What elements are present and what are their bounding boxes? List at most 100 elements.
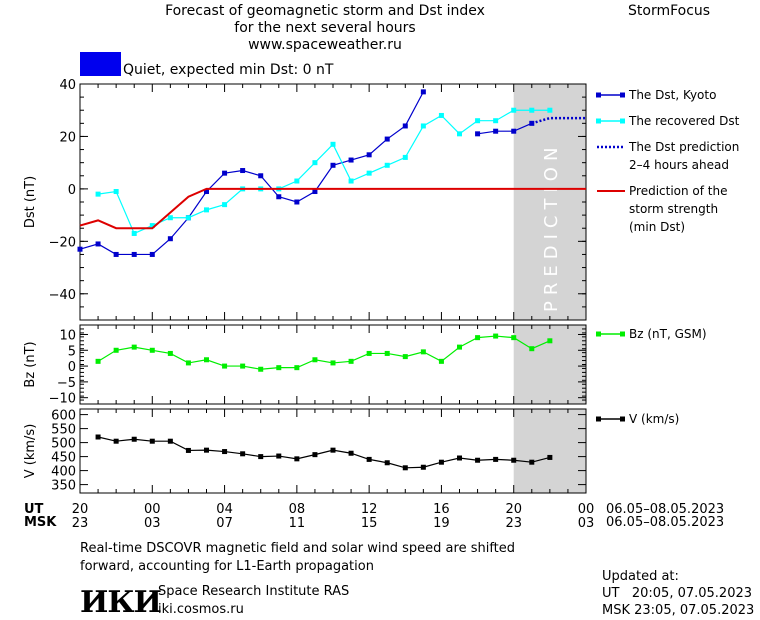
dst-recovered-point [511,107,517,113]
v-ytick-label: 600 [51,409,76,424]
speed-point [149,438,155,444]
v-ytick-label: 450 [51,451,76,466]
dst-kyoto-point [258,173,264,179]
dst-kyoto-point [131,251,137,257]
bz-point [258,366,264,372]
dst-ytick-label: 20 [59,130,76,145]
dst-kyoto-point [240,168,246,174]
updated-ut: UT 20:05, 07.05.2023 [602,586,753,601]
dst-recovered-point [204,207,209,213]
prediction-band [513,325,586,404]
updated-msk: MSK 23:05, 07.05.2023 [602,603,755,618]
ut-tick-label: 00 [578,502,595,517]
website-link[interactable]: www.spaceweather.ru [248,37,402,53]
dst-recovered-point [493,118,499,124]
speed-point [348,450,354,456]
bz-point [348,358,354,364]
bz-point [167,350,173,356]
legend-bz: Bz (nT, GSM) [629,327,707,341]
legend-strength-3: (min Dst) [629,220,685,234]
ut-date-range: 06.05–08.05.2023 [606,502,725,517]
bz-point [529,346,535,352]
chart-legend: The Dst, Kyoto The recovered Dst The Dst p… [596,88,740,426]
speed-point [457,455,462,461]
msk-tick-label: 03 [578,516,595,531]
institute-name: Space Research Institute RAS [158,584,350,599]
speed-point [204,447,209,453]
dst-recovered-point [547,107,553,113]
institute-block: Space Research Institute RAS iki.cosmos.… [158,583,349,619]
v-ytick-label: 400 [51,465,76,480]
legend-strength-2: storm strength [629,202,718,216]
bz-point [131,344,137,350]
dst-recovered-point [149,223,155,229]
legend-dst-prediction-1: The Dst prediction [628,140,739,154]
dst-recovered-point [420,123,426,129]
speed-point [366,456,372,462]
dst-recovered-point [438,112,444,118]
dst-ytick-label: 40 [59,78,76,93]
dst-recovered-legend-marker [596,118,601,124]
dst-kyoto-point [511,128,517,134]
speed-point [547,454,553,460]
v-ylabel: V (km/s) [23,424,38,479]
bz-ytick-label: −10 [49,392,76,407]
v-ytick-label: 350 [51,479,76,494]
dst-kyoto-legend-marker [596,92,601,98]
dst-kyoto-point [222,170,228,176]
storm-strength-line [79,187,586,230]
title-line-2: for the next several hours [234,20,416,36]
legend-dst-recovered: The recovered Dst [628,114,740,128]
speed-point [95,434,101,440]
bz-point [312,357,318,363]
speed-point [258,454,264,460]
dst-kyoto-point [204,189,209,195]
bz-point [95,358,101,364]
institute-url[interactable]: iki.cosmos.ru [158,602,244,617]
msk-tick-label: 19 [433,516,450,531]
dst-ytick-label: −40 [49,288,76,303]
dst-recovered-line [97,109,550,235]
dst-ytick-label: −20 [49,235,76,250]
page-title: Forecast of geomagnetic storm and Dst in… [0,3,650,54]
dst-recovered-point [384,162,390,168]
bz-point [457,344,462,350]
dst-panel: PREDICTION 40 20 0 −20 −40 Dst (nT) [23,78,587,321]
msk-tick-label: 07 [216,516,233,531]
bz-ytick-label: −5 [57,376,76,391]
dst-kyoto-point [312,189,318,195]
dst-recovered-point [529,107,535,113]
dst-recovered-legend-marker [620,118,625,124]
bz-point [366,350,372,356]
bz-point [222,363,228,369]
bz-line [97,335,551,370]
dst-kyoto-point [366,152,372,158]
dst-kyoto-point [149,251,155,257]
ut-axis-label: UT [24,502,44,517]
speed-point [222,449,228,455]
dst-kyoto-point [77,246,83,252]
bz-point [420,349,426,355]
dst-kyoto-point [95,241,101,247]
dst-kyoto-point [420,89,426,95]
speed-point [312,452,318,458]
bz-point [330,360,336,366]
speed-point [438,459,444,465]
dst-kyoto-point [348,157,354,163]
speed-point [294,456,300,462]
bz-ylabel: Bz (nT) [23,341,38,387]
dst-kyoto-point [167,236,173,242]
dst-recovered-point [185,215,191,221]
dst-recovered-point [402,154,408,160]
dst-kyoto-legend-marker [620,92,625,98]
dst-kyoto-line [79,91,424,256]
ut-tick-label: 08 [289,502,306,517]
dst-recovered-point [131,230,137,236]
speed-point [529,459,535,465]
dst-recovered-point [294,178,300,184]
ut-tick-label: 00 [144,502,161,517]
dst-prediction-line [531,116,586,125]
bz-point [493,333,499,339]
